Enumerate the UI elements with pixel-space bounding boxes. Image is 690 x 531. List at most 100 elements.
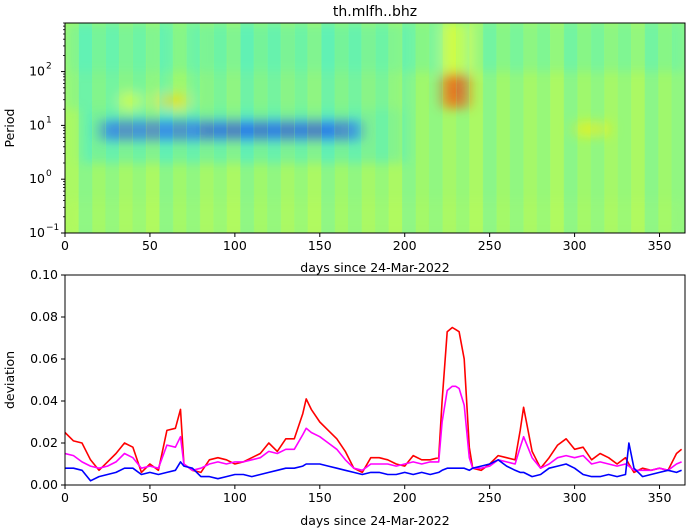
chart-title: th.mlfh..bhz xyxy=(333,4,417,20)
heatmap-x-axis-label: days since 24-Mar-2022 xyxy=(300,260,449,275)
heatmap-column xyxy=(631,23,646,233)
heatmap-x-tick-label: 150 xyxy=(308,238,332,253)
heatmap-column xyxy=(536,23,551,233)
heatmap-column xyxy=(604,23,619,233)
heatmap-column xyxy=(321,23,336,233)
heatmap-feature-elevated xyxy=(121,93,142,110)
heatmap-y-tick-exponent: 2 xyxy=(46,62,52,72)
line-panel: 0 50 100 150 200 250 300 350 0.000.020.040.060.… xyxy=(2,267,686,528)
line-x-tick-label: 150 xyxy=(308,490,332,505)
heatmap-y-axis-label: Period xyxy=(2,109,17,148)
heatmap-column xyxy=(172,23,187,233)
heatmap-feature-elevated xyxy=(442,23,470,72)
heatmap-column xyxy=(482,23,497,233)
heatmap-band-short-period xyxy=(65,200,685,233)
heatmap-y-tick-label: 10 xyxy=(29,171,45,186)
line-plot-background xyxy=(65,275,685,485)
heatmap-column xyxy=(186,23,201,233)
heatmap-column xyxy=(199,23,214,233)
heatmap-column xyxy=(226,23,241,233)
heatmap-x-tick-label: 350 xyxy=(648,238,672,253)
heatmap-column xyxy=(617,23,632,233)
heatmap-column xyxy=(455,23,470,233)
line-y-tick-label: 0.10 xyxy=(30,267,58,282)
heatmap-column xyxy=(644,23,659,233)
heatmap-column xyxy=(78,23,93,233)
line-x-axis-label: days since 24-Mar-2022 xyxy=(300,513,449,528)
heatmap-column xyxy=(361,23,376,233)
line-x-tick-label: 0 xyxy=(61,490,69,505)
heatmap-column xyxy=(159,23,174,233)
heatmap-column xyxy=(348,23,362,233)
heatmap-column xyxy=(550,23,565,233)
heatmap-column xyxy=(671,23,685,233)
heatmap-feature-elevated xyxy=(574,121,609,138)
heatmap-x-tick-label: 50 xyxy=(142,238,158,253)
heatmap-y-tick-label: 10 xyxy=(29,225,45,240)
series-line-1 xyxy=(65,385,682,472)
line-plot-frame xyxy=(64,274,686,486)
line-x-ticks: 0 50 100 150 200 250 300 350 xyxy=(61,485,671,505)
line-y-tick-label: 0.02 xyxy=(30,435,58,450)
heatmap-x-tick-label: 200 xyxy=(393,238,417,253)
heatmap-column xyxy=(92,23,106,233)
line-x-tick-label: 100 xyxy=(223,490,247,505)
line-series-group xyxy=(65,326,683,482)
heatmap-column xyxy=(442,23,457,233)
heatmap-column xyxy=(213,23,228,233)
line-x-tick-label: 350 xyxy=(648,490,672,505)
heatmap-column xyxy=(577,23,592,233)
heatmap-column xyxy=(65,23,79,233)
heatmap-x-ticks: 0 50 100 150 200 250 300 350 xyxy=(61,233,671,253)
heatmap-column xyxy=(307,23,322,233)
series-line-0 xyxy=(65,326,683,474)
heatmap-blobs xyxy=(65,23,685,233)
heatmap-column xyxy=(253,23,268,233)
heatmap-column xyxy=(415,23,430,233)
heatmap-column xyxy=(240,23,255,233)
heatmap-x-tick-label: 300 xyxy=(563,238,587,253)
line-x-tick-label: 300 xyxy=(563,490,587,505)
heatmap-column xyxy=(428,23,443,233)
heatmap-column xyxy=(334,23,349,233)
line-y-tick-label: 0.04 xyxy=(30,393,58,408)
heatmap-column xyxy=(388,23,403,233)
heatmap-column xyxy=(523,23,538,233)
heatmap-column xyxy=(267,23,282,233)
heatmap-column xyxy=(105,23,120,233)
heatmap-band-mid xyxy=(192,23,405,110)
heatmap-y-tick-label: 10 xyxy=(29,64,45,79)
heatmap-x-tick-label: 250 xyxy=(478,238,502,253)
heatmap-column xyxy=(294,23,309,233)
heatmap-x-tick-label: 100 xyxy=(223,238,247,253)
heatmap-column xyxy=(563,23,578,233)
heatmap-feature-low-core xyxy=(200,123,337,138)
heatmap-y-tick-exponent: 0 xyxy=(46,169,52,179)
line-y-ticks: 0.00 0.02 0.04 0.06 0.08 0.10 xyxy=(30,267,65,492)
heatmap-column xyxy=(375,23,389,233)
heatmap-y-tick-exponent: 1 xyxy=(46,115,52,125)
heatmap-feature-elevated xyxy=(158,93,188,110)
heatmap-columns xyxy=(65,23,685,233)
heatmap-column xyxy=(118,23,133,233)
heatmap-column xyxy=(469,23,484,233)
line-x-tick-label: 250 xyxy=(478,490,502,505)
line-x-tick-label: 200 xyxy=(393,490,417,505)
heatmap-column xyxy=(658,23,672,233)
heatmap-column xyxy=(496,23,511,233)
heatmap-band-early xyxy=(65,23,167,110)
heatmap-column xyxy=(509,23,524,233)
heatmap-feature-high-core xyxy=(445,79,466,102)
line-y-tick-label: 0.00 xyxy=(30,477,58,492)
heatmap-column xyxy=(132,23,147,233)
heatmap-y-tick-label: 10 xyxy=(29,117,45,132)
heatmap-column xyxy=(402,23,416,233)
heatmap-column xyxy=(145,23,160,233)
heatmap-column xyxy=(590,23,605,233)
series-line-2 xyxy=(65,442,682,482)
heatmap-x-tick-label: 0 xyxy=(61,238,69,253)
heatmap-column xyxy=(280,23,295,233)
